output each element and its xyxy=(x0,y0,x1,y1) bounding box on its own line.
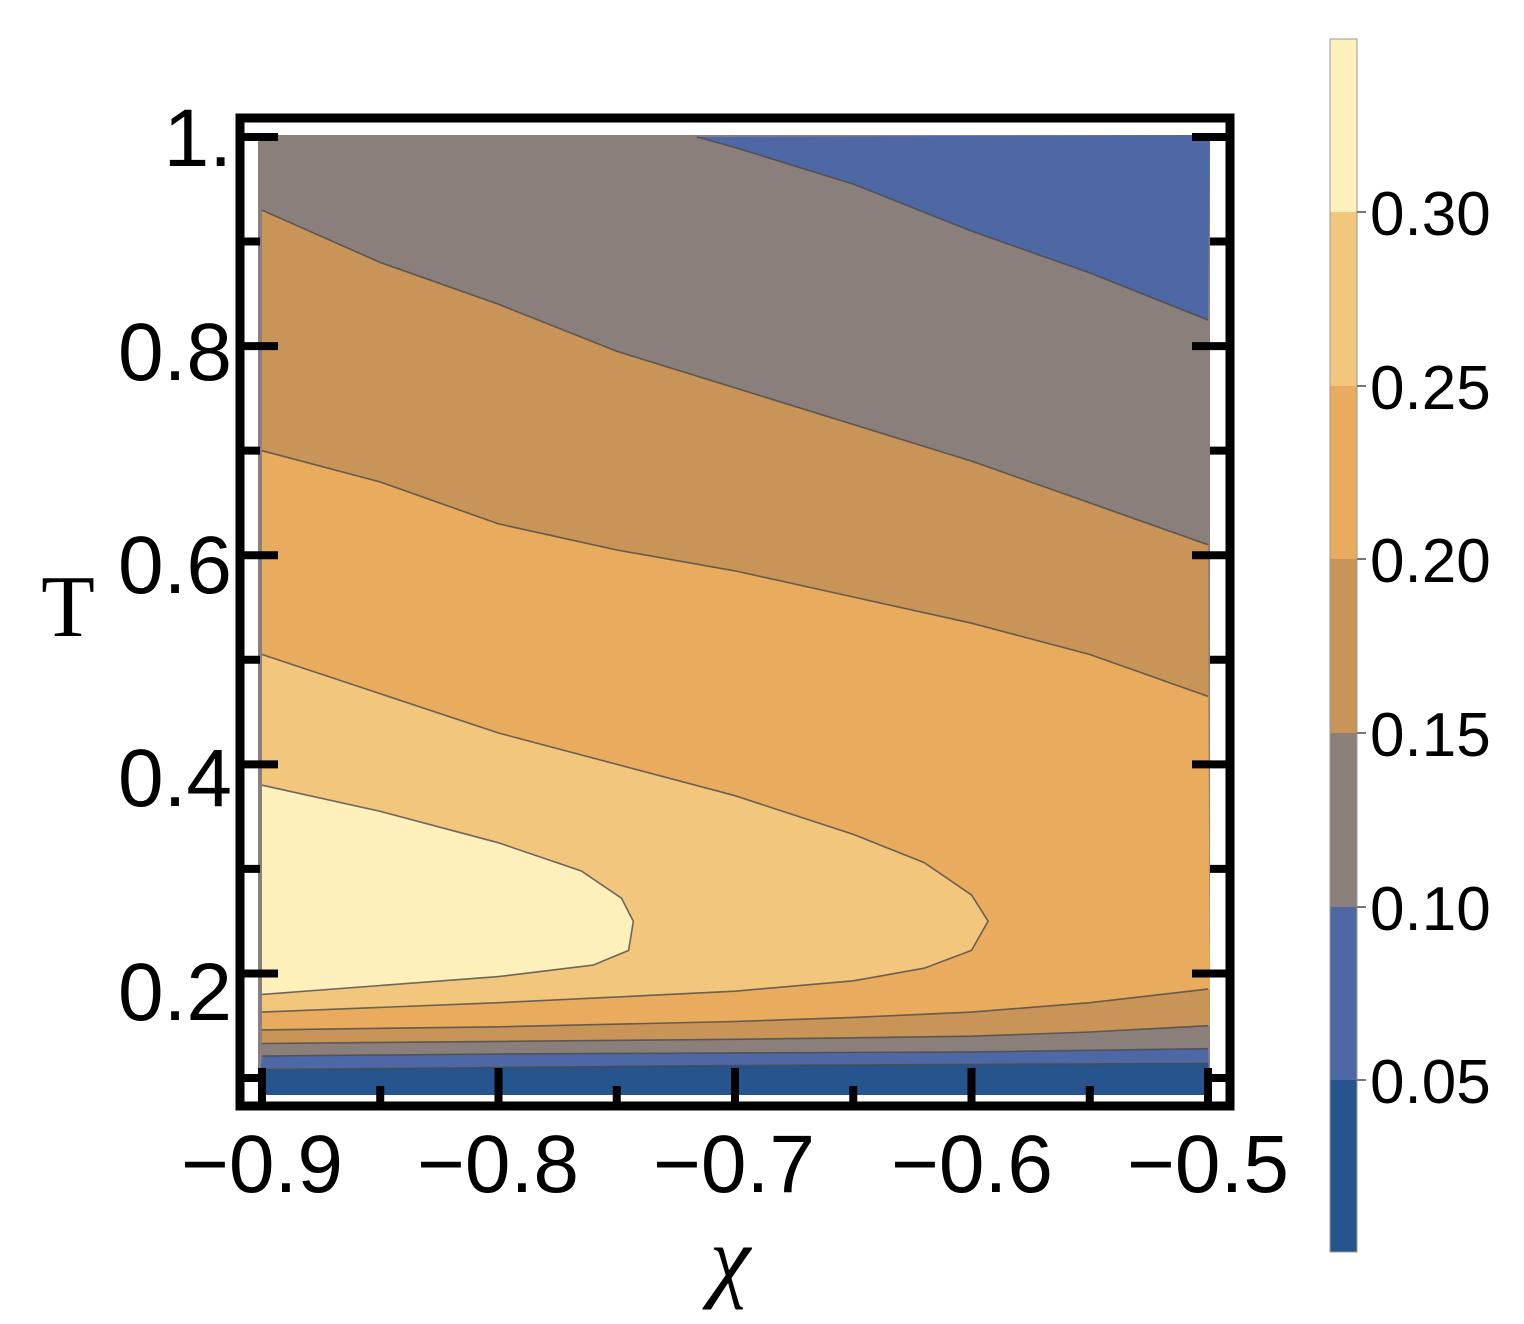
y-tick-label: 0.6 xyxy=(118,520,232,611)
colorbar-band xyxy=(1330,1080,1357,1252)
colorbar-tick-label: 0.10 xyxy=(1370,875,1491,944)
contour-line-0.3 xyxy=(261,784,635,996)
x-tick-label: −0.8 xyxy=(417,1119,579,1210)
band-above-0.30 xyxy=(262,785,634,995)
colorbar-band xyxy=(1330,39,1357,212)
contour-line-0.2 xyxy=(261,449,1209,698)
contour-lines xyxy=(261,136,1209,1071)
contour-line-0.25 xyxy=(261,653,990,1013)
x-tick-label: −0.9 xyxy=(181,1119,343,1210)
colorbar-frame xyxy=(1329,38,1358,1253)
colorbar-tick-label: 0.20 xyxy=(1370,527,1491,596)
x-tick-label: −0.7 xyxy=(653,1119,815,1210)
contour-line-0.15 xyxy=(261,1024,1209,1045)
colorbar-tick-label: 0.30 xyxy=(1370,180,1491,249)
contour-line-0.2 xyxy=(261,988,1209,1031)
contour-bands xyxy=(258,135,1210,1095)
contour-line-0.1 xyxy=(696,136,1209,321)
x-tick-label: −0.5 xyxy=(1127,1119,1289,1210)
y-tick-label: 0.2 xyxy=(118,947,232,1038)
y-axis-title: T xyxy=(41,559,95,656)
y-tick-label: 1. xyxy=(164,93,232,184)
colorbar-band xyxy=(1330,386,1357,559)
y-tick-labels: 0.2 0.4 0.6 0.8 1. xyxy=(118,93,232,1038)
tick-marks xyxy=(240,133,1230,1106)
colorbar-band xyxy=(1330,733,1357,907)
y-tick-label: 0.8 xyxy=(118,307,232,398)
y-tick-label: 0.4 xyxy=(118,733,232,824)
colorbar-tick-label: 0.05 xyxy=(1370,1048,1491,1117)
colorbar-tick-label: 0.15 xyxy=(1370,701,1491,770)
x-tick-labels: −0.9 −0.8 −0.7 −0.6 −0.5 xyxy=(181,1119,1289,1210)
contour-line-0.05 xyxy=(261,1062,1209,1071)
contour-line-0.1 xyxy=(261,1047,1209,1057)
x-tick-label: −0.6 xyxy=(891,1119,1053,1210)
colorbar: 0.30 0.25 0.20 0.15 0.10 0.05 xyxy=(1329,38,1491,1253)
colorbar-band xyxy=(1330,559,1357,733)
colorbar-ticks xyxy=(1357,211,1366,1081)
contour-line-0.15 xyxy=(261,209,1209,546)
colorbar-band xyxy=(1330,907,1357,1080)
band-0.05-0.10-upper xyxy=(697,135,1210,320)
colorbar-band xyxy=(1330,212,1357,386)
x-axis-title: χ xyxy=(702,1208,753,1310)
colorbar-tick-label: 0.25 xyxy=(1370,354,1491,423)
